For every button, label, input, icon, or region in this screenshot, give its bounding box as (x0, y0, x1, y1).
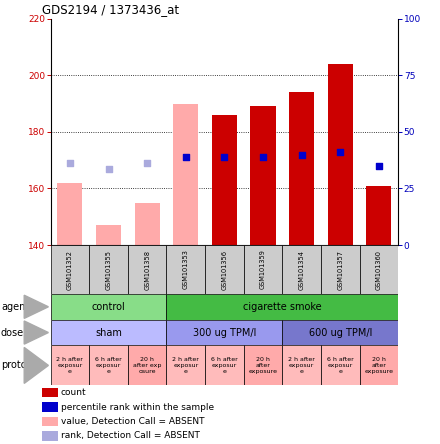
Text: 20 h
after
exposure: 20 h after exposure (249, 357, 278, 374)
Point (260, 154, 267, 161)
Bar (328, 64, 353, 245)
Bar (42, 402, 58, 412)
Text: 6 h after
exposur
e: 6 h after exposur e (211, 357, 238, 374)
Text: 2 h after
exposur
e: 2 h after exposur e (172, 357, 199, 374)
Bar (289, 92, 314, 245)
Text: 600 ug TPM/l: 600 ug TPM/l (308, 328, 372, 337)
Bar (42, 431, 58, 440)
Bar (128, 345, 166, 385)
Text: sham: sham (95, 328, 122, 337)
Bar (359, 345, 398, 385)
Point (66, 159, 73, 166)
Text: GSM101357: GSM101357 (337, 250, 343, 289)
Text: 20 h
after
exposure: 20 h after exposure (364, 357, 393, 374)
Text: GDS2194 / 1373436_at: GDS2194 / 1373436_at (42, 4, 179, 16)
Bar (135, 202, 160, 245)
Text: percentile rank within the sample: percentile rank within the sample (61, 403, 214, 412)
Bar (244, 345, 282, 385)
Text: 2 h after
exposur
e: 2 h after exposur e (288, 357, 315, 374)
Text: protocol: protocol (1, 361, 40, 370)
Bar (282, 320, 398, 345)
Text: GSM101354: GSM101354 (299, 250, 304, 289)
Text: GSM101353: GSM101353 (183, 250, 189, 289)
Text: cigarette smoke: cigarette smoke (243, 302, 322, 312)
Text: GSM101360: GSM101360 (376, 250, 382, 289)
Bar (57, 183, 82, 245)
Bar (128, 245, 166, 294)
Text: count: count (61, 388, 86, 397)
Bar (42, 388, 58, 397)
Text: control: control (92, 302, 125, 312)
Bar (166, 345, 205, 385)
Bar (205, 245, 244, 294)
Text: value, Detection Call = ABSENT: value, Detection Call = ABSENT (61, 417, 204, 426)
Bar (89, 245, 128, 294)
Bar (166, 245, 205, 294)
Bar (321, 245, 359, 294)
Bar (244, 245, 282, 294)
Bar (51, 294, 166, 320)
Bar (166, 320, 282, 345)
Text: GSM101359: GSM101359 (260, 250, 266, 289)
Text: GSM101356: GSM101356 (221, 250, 227, 289)
Bar (250, 107, 275, 245)
Bar (282, 345, 321, 385)
Text: 6 h after
exposur
e: 6 h after exposur e (327, 357, 354, 374)
Bar (42, 417, 58, 426)
Text: 2 h after
exposur
e: 2 h after exposur e (56, 357, 83, 374)
Bar (51, 345, 89, 385)
Text: GSM101355: GSM101355 (106, 250, 111, 289)
Bar (166, 294, 398, 320)
Bar (359, 245, 398, 294)
Text: 6 h after
exposur
e: 6 h after exposur e (95, 357, 122, 374)
Bar (173, 103, 198, 245)
Bar (212, 115, 237, 245)
Text: 20 h
after exp
osure: 20 h after exp osure (133, 357, 161, 374)
Bar (205, 345, 244, 385)
Text: agent: agent (1, 302, 29, 312)
Point (105, 165, 112, 172)
Bar (96, 225, 121, 245)
Bar (51, 245, 89, 294)
Point (298, 151, 305, 158)
Bar (89, 345, 128, 385)
Bar (321, 345, 359, 385)
Bar (282, 245, 321, 294)
Bar (367, 186, 392, 245)
Point (143, 159, 150, 166)
Text: GSM101358: GSM101358 (144, 250, 150, 289)
Point (337, 148, 344, 155)
Point (221, 154, 228, 161)
Text: 300 ug TPM/l: 300 ug TPM/l (193, 328, 256, 337)
Text: rank, Detection Call = ABSENT: rank, Detection Call = ABSENT (61, 432, 200, 440)
Point (182, 154, 189, 161)
Bar (51, 320, 166, 345)
Text: dose: dose (1, 328, 24, 337)
Point (375, 162, 382, 169)
Text: GSM101352: GSM101352 (67, 250, 73, 289)
